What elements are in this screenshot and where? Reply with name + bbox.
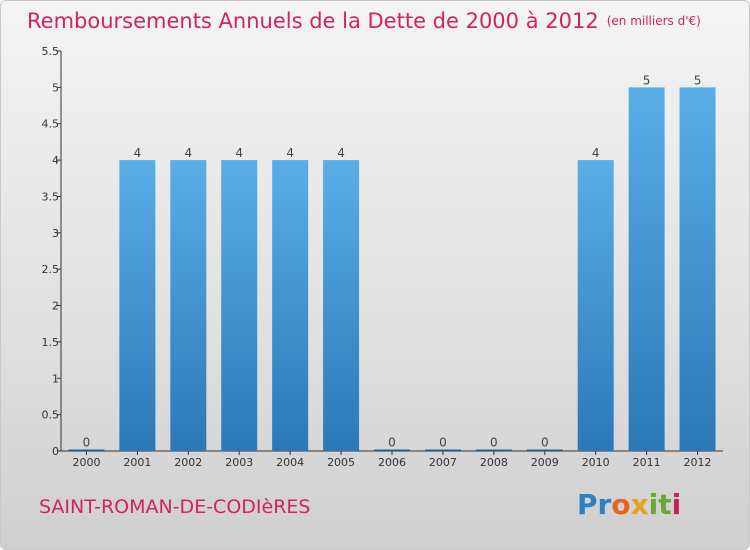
data-label: 4 — [337, 146, 345, 160]
y-tick-label: 1 — [52, 372, 59, 385]
y-tick-label: 5.5 — [42, 45, 60, 58]
y-tick-label: 2.5 — [42, 263, 60, 276]
data-label: 0 — [388, 436, 396, 450]
chart-title: Remboursements Annuels de la Dette de 20… — [27, 9, 701, 33]
x-tick-label: 2008 — [480, 456, 508, 469]
x-tick-label: 2007 — [429, 456, 457, 469]
bar — [221, 160, 258, 451]
y-tick-label: 3.5 — [42, 190, 60, 203]
y-tick-label: 5 — [52, 81, 59, 94]
logo-part-1: Pr — [577, 488, 612, 521]
x-tick-label: 2001 — [123, 456, 151, 469]
x-tick-label: 2002 — [174, 456, 202, 469]
bar — [679, 87, 716, 451]
logo-part-4: it — [648, 488, 672, 521]
data-label: 0 — [439, 436, 447, 450]
proxiti-logo: Proxiti — [577, 488, 681, 521]
bar — [323, 160, 360, 451]
x-tick-label: 2010 — [582, 456, 610, 469]
data-label: 4 — [592, 146, 600, 160]
x-tick-label: 2012 — [684, 456, 712, 469]
y-tick-label: 2 — [52, 300, 59, 313]
data-label: 4 — [235, 146, 243, 160]
bar — [119, 160, 156, 451]
bar — [475, 449, 512, 451]
y-tick-label: 4.5 — [42, 118, 60, 131]
y-tick-label: 4 — [52, 154, 59, 167]
x-tick-label: 2005 — [327, 456, 355, 469]
logo-part-5: i — [671, 488, 682, 521]
logo-part-3: x — [630, 488, 649, 521]
x-tick-label: 2003 — [225, 456, 253, 469]
y-tick-label: 1.5 — [42, 336, 60, 349]
data-label: 0 — [83, 436, 91, 450]
y-tick-label: 0 — [52, 445, 59, 458]
bar — [170, 160, 207, 451]
data-label: 5 — [694, 73, 702, 87]
data-label: 0 — [490, 436, 498, 450]
bar — [374, 449, 410, 451]
chart-title-text: Remboursements Annuels de la Dette de 20… — [27, 9, 599, 33]
x-tick-label: 2004 — [276, 456, 304, 469]
y-tick-label: 0.5 — [42, 409, 60, 422]
x-tick-label: 2006 — [378, 456, 406, 469]
data-label: 4 — [286, 146, 294, 160]
bar — [424, 449, 461, 451]
bar — [526, 449, 563, 451]
x-tick-label: 2000 — [72, 456, 100, 469]
data-label: 4 — [184, 146, 192, 160]
bar — [68, 449, 105, 451]
y-tick-label: 3 — [52, 227, 59, 240]
bar — [272, 160, 309, 451]
data-label: 5 — [643, 73, 651, 87]
x-tick-label: 2009 — [531, 456, 559, 469]
bar — [577, 160, 614, 451]
data-label: 0 — [541, 436, 549, 450]
x-tick-label: 2011 — [633, 456, 661, 469]
chart-subtitle: (en milliers d'€) — [606, 14, 701, 28]
bar — [628, 87, 665, 451]
data-label: 4 — [134, 146, 142, 160]
logo-part-2: o — [611, 488, 631, 521]
commune-name: SAINT-ROMAN-DE-CODIèRES — [39, 496, 311, 518]
